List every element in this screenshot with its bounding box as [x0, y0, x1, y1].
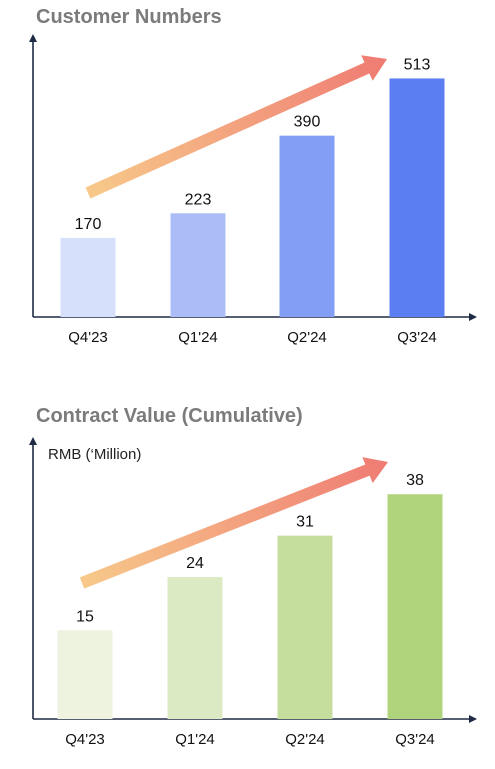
bar — [60, 237, 116, 317]
data-label: 390 — [294, 114, 321, 131]
trend-arrow — [79, 457, 389, 589]
chart-title: Contract Value (Cumulative) — [36, 405, 303, 427]
tick-label: Q2'24 — [287, 329, 327, 346]
trend-arrow — [85, 55, 388, 199]
data-label: 31 — [296, 514, 314, 531]
x-axis-arrowhead — [469, 313, 477, 321]
x-axis-arrowhead — [469, 715, 477, 723]
bar — [167, 577, 223, 719]
contract-value-plot: 15 Q4'23 24 Q1'24 31 Q2'24 38 Q3'24 — [29, 437, 477, 748]
data-label: 24 — [186, 555, 204, 572]
y-axis-label: RMB (‘Million) — [48, 446, 142, 463]
y-axis-arrowhead — [29, 34, 37, 42]
tick-label: Q1'24 — [178, 329, 218, 346]
bar — [170, 213, 226, 317]
bar — [57, 630, 113, 719]
bar — [279, 135, 335, 317]
bar — [277, 535, 333, 719]
contract-value-chart: Contract Value (Cumulative) RMB (‘Millio… — [0, 395, 495, 769]
tick-label: Q3'24 — [395, 731, 435, 748]
customer-numbers-plot: 170 Q4'23 223 Q1'24 390 Q2'24 513 Q3'24 — [29, 34, 477, 346]
tick-label: Q1'24 — [175, 731, 215, 748]
data-label: 513 — [404, 56, 431, 73]
bar — [387, 494, 443, 719]
bar — [389, 78, 445, 317]
tick-label: Q4'23 — [68, 329, 108, 346]
tick-label: Q2'24 — [285, 731, 325, 748]
customer-numbers-chart: Customer Numbers 170 Q4'23 223 Q1'24 390 Q2'2… — [0, 0, 495, 380]
data-label: 223 — [185, 191, 212, 208]
chart-title: Customer Numbers — [36, 6, 222, 28]
data-label: 15 — [76, 608, 94, 625]
data-label: 38 — [406, 472, 424, 489]
tick-label: Q3'24 — [397, 329, 437, 346]
y-axis-arrowhead — [29, 437, 37, 445]
data-label: 170 — [75, 216, 102, 233]
tick-label: Q4'23 — [65, 731, 105, 748]
